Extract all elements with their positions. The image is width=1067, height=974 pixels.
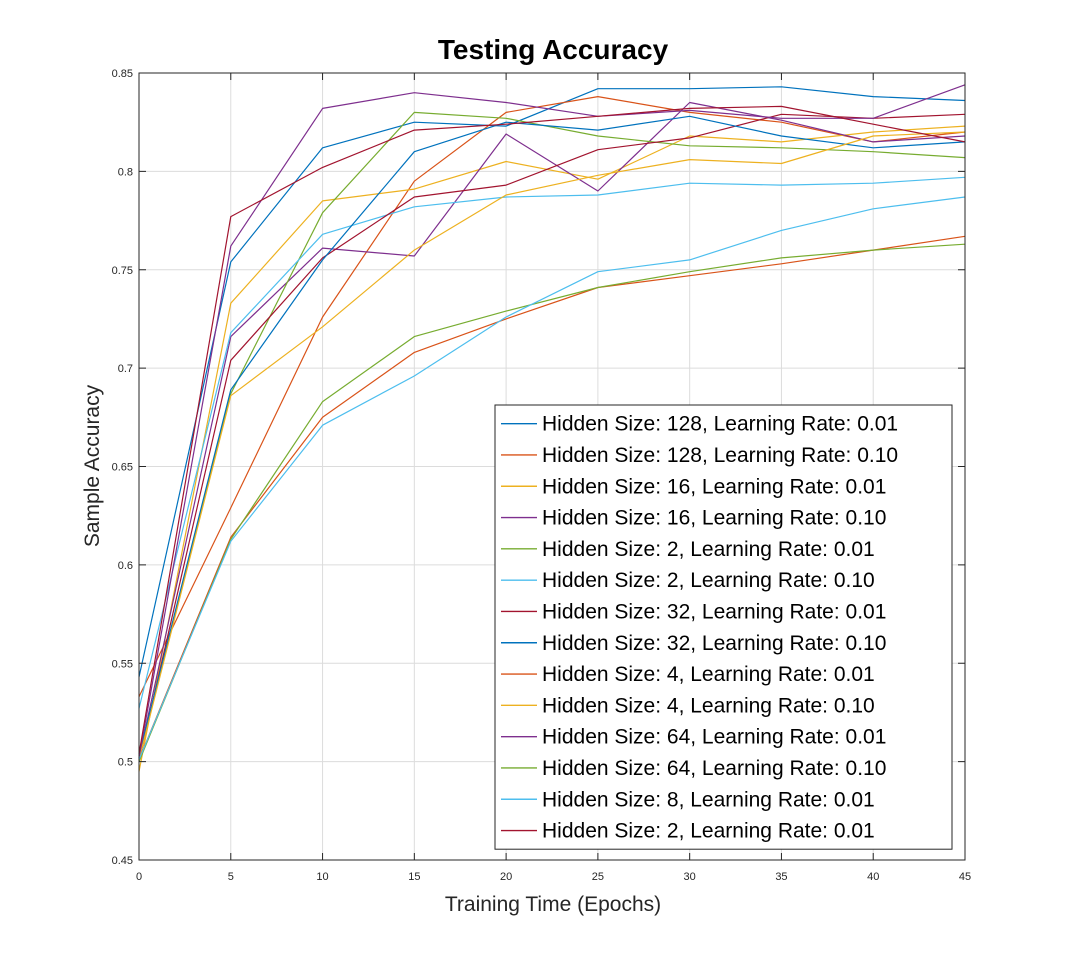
x-tick-label: 30 bbox=[684, 871, 696, 883]
y-tick-label: 0.5 bbox=[118, 757, 133, 769]
series-line bbox=[138, 131, 966, 760]
series-line bbox=[138, 105, 966, 754]
x-tick-label: 10 bbox=[316, 871, 328, 883]
x-tick-label: 15 bbox=[408, 871, 420, 883]
series-line bbox=[138, 113, 966, 762]
series-line bbox=[138, 196, 966, 760]
y-tick-label: 0.6 bbox=[118, 560, 133, 572]
chart-title: Testing Accuracy bbox=[438, 34, 669, 65]
legend-entry: Hidden Size: 128, Learning Rate: 0.10 bbox=[542, 444, 898, 467]
y-axis-label: Sample Accuracy bbox=[81, 384, 104, 547]
series-line bbox=[138, 125, 966, 772]
x-tick-label: 5 bbox=[228, 871, 234, 883]
legend-entry: Hidden Size: 4, Learning Rate: 0.10 bbox=[542, 694, 875, 717]
legend-entry: Hidden Size: 128, Learning Rate: 0.01 bbox=[542, 413, 898, 436]
legend-entry: Hidden Size: 16, Learning Rate: 0.01 bbox=[542, 475, 886, 498]
series-line bbox=[138, 84, 966, 758]
series-line bbox=[138, 101, 966, 758]
legend-entry: Hidden Size: 8, Learning Rate: 0.01 bbox=[542, 788, 875, 811]
x-tick-label: 25 bbox=[592, 871, 604, 883]
tick-layer: 0 5 10 15 20 25 30 35 40 45 0.45 0.5 0.55 0.6 0.65 0.7 0… bbox=[112, 68, 972, 883]
y-tick-label: 0.75 bbox=[112, 265, 133, 277]
y-tick-label: 0.65 bbox=[112, 462, 133, 474]
x-tick-label: 20 bbox=[500, 871, 512, 883]
legend-entry: Hidden Size: 16, Learning Rate: 0.10 bbox=[542, 507, 886, 530]
legend-entry: Hidden Size: 4, Learning Rate: 0.01 bbox=[542, 663, 875, 686]
series-line bbox=[138, 243, 966, 762]
legend-entry: Hidden Size: 32, Learning Rate: 0.01 bbox=[542, 600, 886, 623]
x-tick-label: 45 bbox=[959, 871, 971, 883]
y-tick-label: 0.7 bbox=[118, 363, 133, 375]
legend-entry: Hidden Size: 64, Learning Rate: 0.01 bbox=[542, 726, 886, 749]
x-axis-label: Training Time (Epochs) bbox=[445, 893, 661, 916]
series-line bbox=[138, 115, 966, 756]
series-line bbox=[138, 176, 966, 709]
y-tick-label: 0.8 bbox=[118, 166, 133, 178]
legend-entry: Hidden Size: 2, Learning Rate: 0.10 bbox=[542, 569, 875, 592]
series-line bbox=[138, 235, 966, 760]
x-tick-label: 0 bbox=[136, 871, 142, 883]
legend-entry: Hidden Size: 2, Learning Rate: 0.01 bbox=[542, 820, 875, 843]
series-layer bbox=[138, 84, 966, 772]
x-tick-label: 40 bbox=[867, 871, 879, 883]
legend-box bbox=[494, 404, 953, 850]
series-line bbox=[138, 95, 966, 697]
series-line bbox=[138, 86, 966, 678]
legend-entry: Hidden Size: 64, Learning Rate: 0.10 bbox=[542, 757, 886, 780]
y-tick-label: 0.85 bbox=[112, 68, 133, 80]
legend: Hidden Size: 128, Learning Rate: 0.01 Hid… bbox=[494, 404, 953, 850]
y-tick-label: 0.45 bbox=[112, 855, 133, 867]
legend-entry: Hidden Size: 32, Learning Rate: 0.10 bbox=[542, 632, 886, 655]
x-tick-label: 35 bbox=[775, 871, 787, 883]
y-tick-label: 0.55 bbox=[112, 658, 133, 670]
legend-entry: Hidden Size: 2, Learning Rate: 0.01 bbox=[542, 538, 875, 561]
